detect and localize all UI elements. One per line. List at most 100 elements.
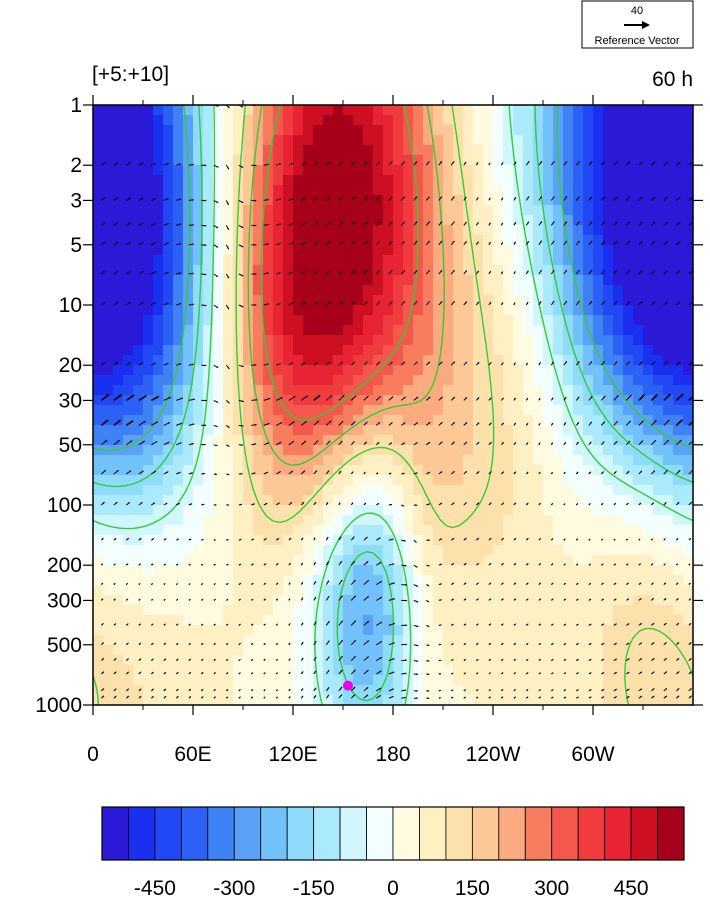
- field-cell: [173, 635, 184, 646]
- field-cell: [553, 125, 564, 136]
- field-cell: [263, 295, 274, 306]
- field-cell: [93, 295, 104, 306]
- field-cell: [163, 625, 174, 636]
- field-cell: [403, 295, 414, 306]
- field-cell: [273, 305, 284, 316]
- field-cell: [503, 215, 514, 226]
- wind-vector-head: [191, 303, 194, 306]
- field-cell: [613, 215, 624, 226]
- wind-vector-head: [175, 583, 178, 586]
- field-cell: [403, 465, 414, 476]
- field-cell: [563, 365, 574, 376]
- field-cell: [483, 145, 494, 156]
- field-cell: [633, 455, 644, 466]
- field-cell: [603, 555, 614, 566]
- wind-vector-head: [128, 242, 131, 244]
- field-cell: [623, 695, 634, 705]
- wind-vector-head: [405, 599, 408, 602]
- wind-vector-head: [151, 658, 154, 661]
- wind-vector-head: [428, 422, 431, 425]
- field-cell: [243, 485, 254, 496]
- field-cell: [483, 285, 494, 296]
- field-cell: [293, 535, 304, 546]
- field-cell: [453, 265, 464, 276]
- field-cell: [323, 585, 334, 596]
- field-cell: [613, 575, 624, 586]
- field-cell: [573, 635, 584, 646]
- field-cell: [343, 345, 354, 356]
- field-cell: [403, 365, 414, 376]
- wind-vector-head: [316, 440, 319, 443]
- field-cell: [513, 275, 524, 286]
- field-cell: [223, 595, 234, 606]
- field-cell: [403, 385, 414, 396]
- field-cell: [363, 145, 374, 156]
- field-cell: [403, 235, 414, 246]
- field-cell: [343, 305, 354, 316]
- field-cell: [503, 115, 514, 126]
- field-cell: [133, 205, 144, 216]
- field-cell: [583, 285, 594, 296]
- field-cell: [493, 275, 504, 286]
- field-cell: [273, 155, 284, 166]
- wind-vector-head: [131, 395, 135, 398]
- field-cell: [393, 145, 404, 156]
- field-cell: [653, 195, 664, 206]
- field-cell: [453, 295, 464, 306]
- field-cell: [573, 225, 584, 236]
- field-cell: [133, 215, 144, 226]
- field-cell: [363, 535, 374, 546]
- field-cell: [413, 565, 424, 576]
- field-cell: [643, 455, 654, 466]
- field-cell: [143, 505, 154, 516]
- field-cell: [313, 345, 324, 356]
- field-cell: [123, 275, 134, 286]
- field-cell: [123, 295, 134, 306]
- field-cell: [133, 295, 144, 306]
- field-cell: [433, 485, 444, 496]
- field-cell: [483, 345, 494, 356]
- field-cell: [683, 465, 693, 476]
- field-cell: [143, 535, 154, 546]
- field-cell: [173, 655, 184, 666]
- field-cell: [523, 605, 534, 616]
- field-cell: [343, 645, 354, 656]
- field-cell: [423, 485, 434, 496]
- field-cell: [423, 205, 434, 216]
- field-cell: [273, 355, 284, 366]
- field-cell: [423, 385, 434, 396]
- field-cell: [263, 175, 274, 186]
- field-cell: [423, 625, 434, 636]
- field-cell: [143, 185, 154, 196]
- field-cell: [213, 395, 224, 406]
- field-cell: [413, 125, 424, 136]
- field-cell: [623, 315, 634, 326]
- field-cell: [453, 465, 464, 476]
- field-cell: [193, 175, 204, 186]
- field-cell: [483, 165, 494, 176]
- field-cell: [423, 435, 434, 446]
- field-cell: [323, 645, 334, 656]
- field-cell: [413, 505, 424, 516]
- field-cell: [263, 235, 274, 246]
- wind-vector-head: [126, 538, 129, 540]
- wind-vector-head: [126, 671, 129, 674]
- field-cell: [433, 495, 444, 506]
- wind-vector-head: [238, 599, 241, 601]
- field-cell: [543, 535, 554, 546]
- field-cell: [133, 335, 144, 346]
- field-cell: [613, 435, 624, 446]
- field-cell: [293, 385, 304, 396]
- field-cell: [653, 515, 664, 526]
- field-cell: [233, 685, 244, 696]
- field-cell: [143, 255, 154, 266]
- field-cell: [593, 495, 604, 506]
- field-cell: [603, 455, 614, 466]
- field-cell: [113, 355, 124, 366]
- wind-vector-head: [213, 583, 216, 586]
- wind-vector-head: [213, 672, 216, 675]
- wind-vector-head: [301, 622, 304, 625]
- field-cell: [373, 655, 384, 666]
- wind-vector-head: [266, 223, 269, 226]
- wind-vector-head: [440, 270, 443, 273]
